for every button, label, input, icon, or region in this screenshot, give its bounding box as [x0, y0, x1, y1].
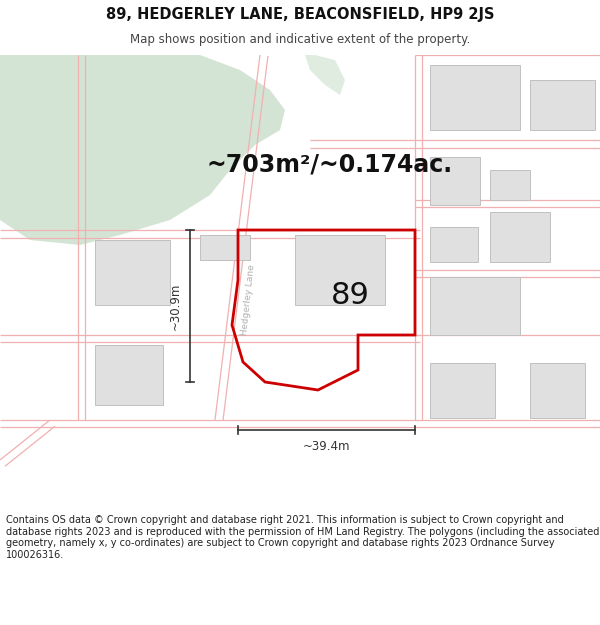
Text: ~39.4m: ~39.4m [303, 440, 350, 453]
Text: ~703m²/~0.174ac.: ~703m²/~0.174ac. [207, 153, 453, 177]
Bar [200, 235, 250, 260]
Bar [295, 235, 385, 305]
Polygon shape [305, 55, 345, 95]
Text: Contains OS data © Crown copyright and database right 2021. This information is : Contains OS data © Crown copyright and d… [6, 515, 599, 560]
Bar [95, 240, 170, 305]
Text: 89: 89 [331, 281, 370, 309]
Bar [430, 65, 520, 130]
Text: ~30.9m: ~30.9m [169, 282, 182, 330]
Bar [430, 363, 495, 418]
Text: 89, HEDGERLEY LANE, BEACONSFIELD, HP9 2JS: 89, HEDGERLEY LANE, BEACONSFIELD, HP9 2J… [106, 8, 494, 22]
Bar [490, 212, 550, 262]
Bar [430, 227, 478, 262]
Bar [530, 363, 585, 418]
Text: Hedgerley Lane: Hedgerley Lane [240, 264, 256, 336]
Bar [490, 170, 530, 200]
Bar [530, 80, 595, 130]
Text: Map shows position and indicative extent of the property.: Map shows position and indicative extent… [130, 32, 470, 46]
Bar [95, 345, 163, 405]
Bar [430, 157, 480, 205]
Polygon shape [0, 55, 285, 245]
Bar [430, 277, 520, 335]
